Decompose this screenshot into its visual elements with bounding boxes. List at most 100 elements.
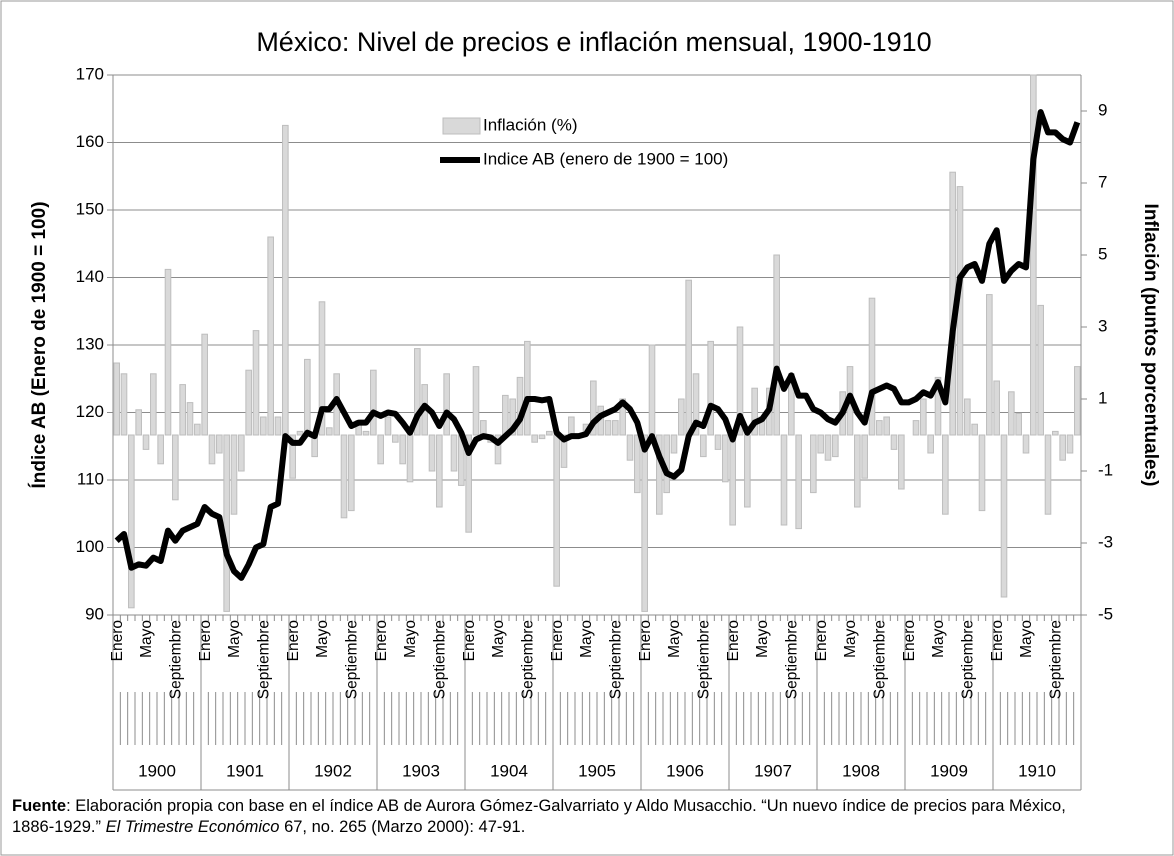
y2-tick-label: 7 <box>1098 172 1107 191</box>
y-tick-label: 110 <box>77 469 104 488</box>
bar <box>494 434 502 465</box>
bar <box>641 434 648 612</box>
y2-tick-label: 1 <box>1098 388 1107 407</box>
bar <box>868 297 876 436</box>
source-end: 67, no. 265 (Marzo 2000): 47-91. <box>279 818 526 836</box>
source-text: : Elaboración propia con base en el índi… <box>12 797 1066 836</box>
x-tick-label: Mayo <box>402 620 419 658</box>
bar <box>993 380 1000 436</box>
bar <box>370 369 377 436</box>
bar <box>604 420 612 436</box>
x-tick-label: Septiembre <box>695 620 712 699</box>
y-axis-title: Índice AB (Enero de 1900 = 100) <box>28 201 50 488</box>
y2-tick-label: -3 <box>1098 532 1113 551</box>
x-tick-label: Enero <box>109 620 126 661</box>
y2-tick-label: 3 <box>1098 316 1107 335</box>
bar <box>560 434 568 468</box>
x-tick-label: Septiembre <box>167 620 184 699</box>
bar <box>832 434 839 458</box>
year-label: 1905 <box>578 761 616 780</box>
x-tick-label: Septiembre <box>959 620 976 699</box>
y-tick-label: 160 <box>76 132 104 151</box>
x-tick-label: Septiembre <box>783 620 800 699</box>
bar <box>128 434 135 609</box>
bar <box>318 301 326 436</box>
bar <box>824 434 832 461</box>
y-tick-label: 140 <box>76 267 104 286</box>
bar <box>538 434 546 440</box>
y2-tick-label: -5 <box>1098 604 1113 623</box>
source-label: Fuente <box>12 797 67 815</box>
bar <box>223 434 230 612</box>
bar <box>729 434 736 526</box>
y-tick-label: 170 <box>76 64 104 83</box>
y-tick-label: 120 <box>76 402 104 421</box>
year-label: 1902 <box>314 761 352 780</box>
bar <box>685 279 692 436</box>
bar <box>964 398 971 436</box>
bar <box>934 376 942 436</box>
x-tick-label: Septiembre <box>343 620 360 699</box>
x-tick-label: Enero <box>901 620 918 661</box>
bar <box>546 430 553 436</box>
year-label: 1903 <box>402 761 440 780</box>
bar <box>744 434 751 508</box>
bar <box>898 434 905 490</box>
bar <box>216 434 223 454</box>
bar <box>252 330 260 436</box>
bar <box>1074 366 1081 436</box>
bar <box>700 434 707 458</box>
bar <box>1044 434 1052 515</box>
source-note: Fuente: Elaboración propia con base en e… <box>12 796 1092 838</box>
year-label: 1910 <box>1018 761 1056 780</box>
bar <box>502 394 509 436</box>
chart-title: México: Nivel de precios e inflación men… <box>256 27 931 57</box>
legend-swatch <box>442 117 481 135</box>
bar <box>810 434 817 494</box>
y-tick-label: 150 <box>76 199 104 218</box>
bar <box>238 434 245 472</box>
bar <box>751 387 758 436</box>
bar <box>260 416 267 436</box>
bar <box>120 373 128 436</box>
year-label: 1906 <box>666 761 704 780</box>
bar <box>1052 430 1059 436</box>
bar <box>296 430 304 436</box>
y2-tick-label: -1 <box>1098 460 1113 479</box>
bar <box>428 434 436 472</box>
bar <box>509 398 516 436</box>
x-tick-label: Septiembre <box>607 620 624 699</box>
year-label: 1908 <box>842 761 880 780</box>
x-tick-label: Enero <box>549 620 566 661</box>
bar <box>164 268 172 436</box>
y-tick-label: 90 <box>85 604 104 623</box>
bar <box>736 326 744 436</box>
bar <box>282 124 289 436</box>
x-tick-label: Mayo <box>578 620 595 658</box>
year-label: 1900 <box>138 761 176 780</box>
bar <box>304 358 311 436</box>
bar <box>1015 412 1022 436</box>
bar <box>150 373 157 436</box>
bar <box>230 434 238 515</box>
bar <box>157 434 164 465</box>
bar <box>436 434 443 508</box>
bar <box>1030 74 1037 436</box>
bar <box>392 434 399 443</box>
year-label: 1907 <box>754 761 792 780</box>
bar <box>692 373 700 436</box>
bar <box>201 333 208 436</box>
x-tick-label: Enero <box>461 620 478 661</box>
bar <box>443 373 450 436</box>
source-journal: El Trimestre Económico <box>105 818 280 836</box>
bar <box>1037 304 1044 436</box>
bar <box>890 434 898 450</box>
x-tick-label: Mayo <box>138 620 155 658</box>
bar <box>450 434 458 472</box>
bar <box>590 380 597 436</box>
x-tick-label: Enero <box>725 620 742 661</box>
bar <box>773 254 780 436</box>
x-tick-label: Septiembre <box>519 620 536 699</box>
bar <box>648 344 656 436</box>
